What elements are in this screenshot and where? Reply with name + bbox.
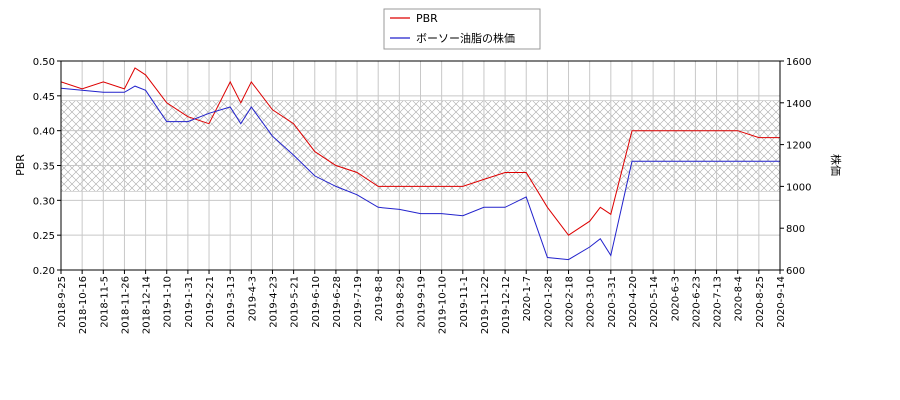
series-line-pbr — [61, 67, 780, 236]
legend: PBR ボーソー油脂の株価 — [383, 8, 541, 50]
right-tick-label: 800 — [786, 224, 805, 235]
right-axis-title: 株価 — [829, 154, 843, 176]
right-tick-label: 1400 — [786, 99, 811, 110]
x-tick-label: 2019-9-19 — [417, 276, 428, 328]
x-tick-label: 2020-6-3 — [670, 276, 681, 321]
x-tick-label: 2019-7-19 — [353, 276, 364, 328]
x-tick-label: 2019-6-28 — [332, 276, 343, 328]
series-layer — [61, 67, 780, 261]
x-tick-label: 2020-7-13 — [713, 276, 724, 328]
x-tick-label: 2020-8-25 — [755, 276, 766, 328]
x-tick-label: 2019-6-10 — [311, 276, 322, 328]
x-tick-label: 2019-1-31 — [184, 276, 195, 328]
right-tick-label: 600 — [786, 266, 805, 277]
x-tick-label: 2018-12-14 — [142, 276, 153, 334]
x-tick-label: 2019-11-1 — [459, 276, 470, 328]
x-tick-label: 2019-2-21 — [205, 276, 216, 328]
left-axis-title: PBR — [14, 154, 27, 176]
x-tick-label: 2019-8-29 — [395, 276, 406, 328]
x-tick-label: 2018-9-25 — [57, 276, 68, 328]
legend-box — [383, 8, 541, 50]
x-tick-label: 2020-2-18 — [565, 276, 576, 328]
left-tick-label: 0.45 — [33, 92, 55, 103]
x-tick-label: 2020-4-20 — [628, 276, 639, 328]
x-tick-label: 2020-1-7 — [522, 276, 533, 321]
x-tick-label: 2019-4-23 — [268, 276, 279, 328]
x-tick-label: 2020-9-14 — [776, 276, 787, 328]
legend-label-price: ボーソー油脂の株価 — [416, 31, 515, 45]
right-tick-label: 1000 — [786, 182, 811, 193]
x-tick-label: 2018-11-26 — [120, 276, 131, 334]
right-tick-label: 1200 — [786, 141, 811, 152]
left-tick-label: 0.50 — [33, 57, 55, 68]
x-tick-label: 2018-11-5 — [99, 276, 110, 328]
x-tick-label: 2019-11-22 — [480, 276, 491, 334]
x-tick-label: 2020-6-23 — [691, 276, 702, 328]
x-tick-label: 2020-3-10 — [586, 276, 597, 328]
right-tick-label: 1600 — [786, 57, 811, 68]
left-axis: 0.20 0.25 0.30 0.35 0.40 0.45 0.50 — [33, 57, 61, 277]
x-tick-label: 2019-10-10 — [438, 276, 449, 334]
x-axis: 2018-9-25 2018-10-16 2018-11-5 2018-11-26 20… — [57, 270, 787, 334]
legend-label-pbr: PBR — [416, 12, 438, 25]
right-axis: 600 800 1000 1200 1400 1600 — [780, 57, 811, 277]
left-tick-label: 0.35 — [33, 162, 55, 173]
x-tick-label: 2019-4-3 — [247, 276, 258, 321]
series-line-price — [61, 85, 780, 261]
x-tick-label: 2019-3-13 — [226, 276, 237, 328]
x-tick-label: 2019-1-10 — [163, 276, 174, 328]
left-tick-label: 0.30 — [33, 196, 55, 207]
left-tick-label: 0.40 — [33, 127, 55, 138]
x-tick-label: 2019-12-12 — [501, 276, 512, 334]
left-tick-label: 0.20 — [33, 266, 55, 277]
x-tick-label: 2019-8-8 — [374, 276, 385, 321]
x-tick-label: 2018-10-16 — [78, 276, 89, 334]
x-tick-label: 2020-1-28 — [543, 276, 554, 328]
x-tick-label: 2020-8-4 — [734, 276, 745, 321]
x-tick-label: 2020-5-14 — [649, 276, 660, 328]
left-tick-label: 0.25 — [33, 231, 55, 242]
x-tick-label: 2019-5-21 — [290, 276, 301, 328]
x-tick-label: 2020-3-31 — [607, 276, 618, 328]
